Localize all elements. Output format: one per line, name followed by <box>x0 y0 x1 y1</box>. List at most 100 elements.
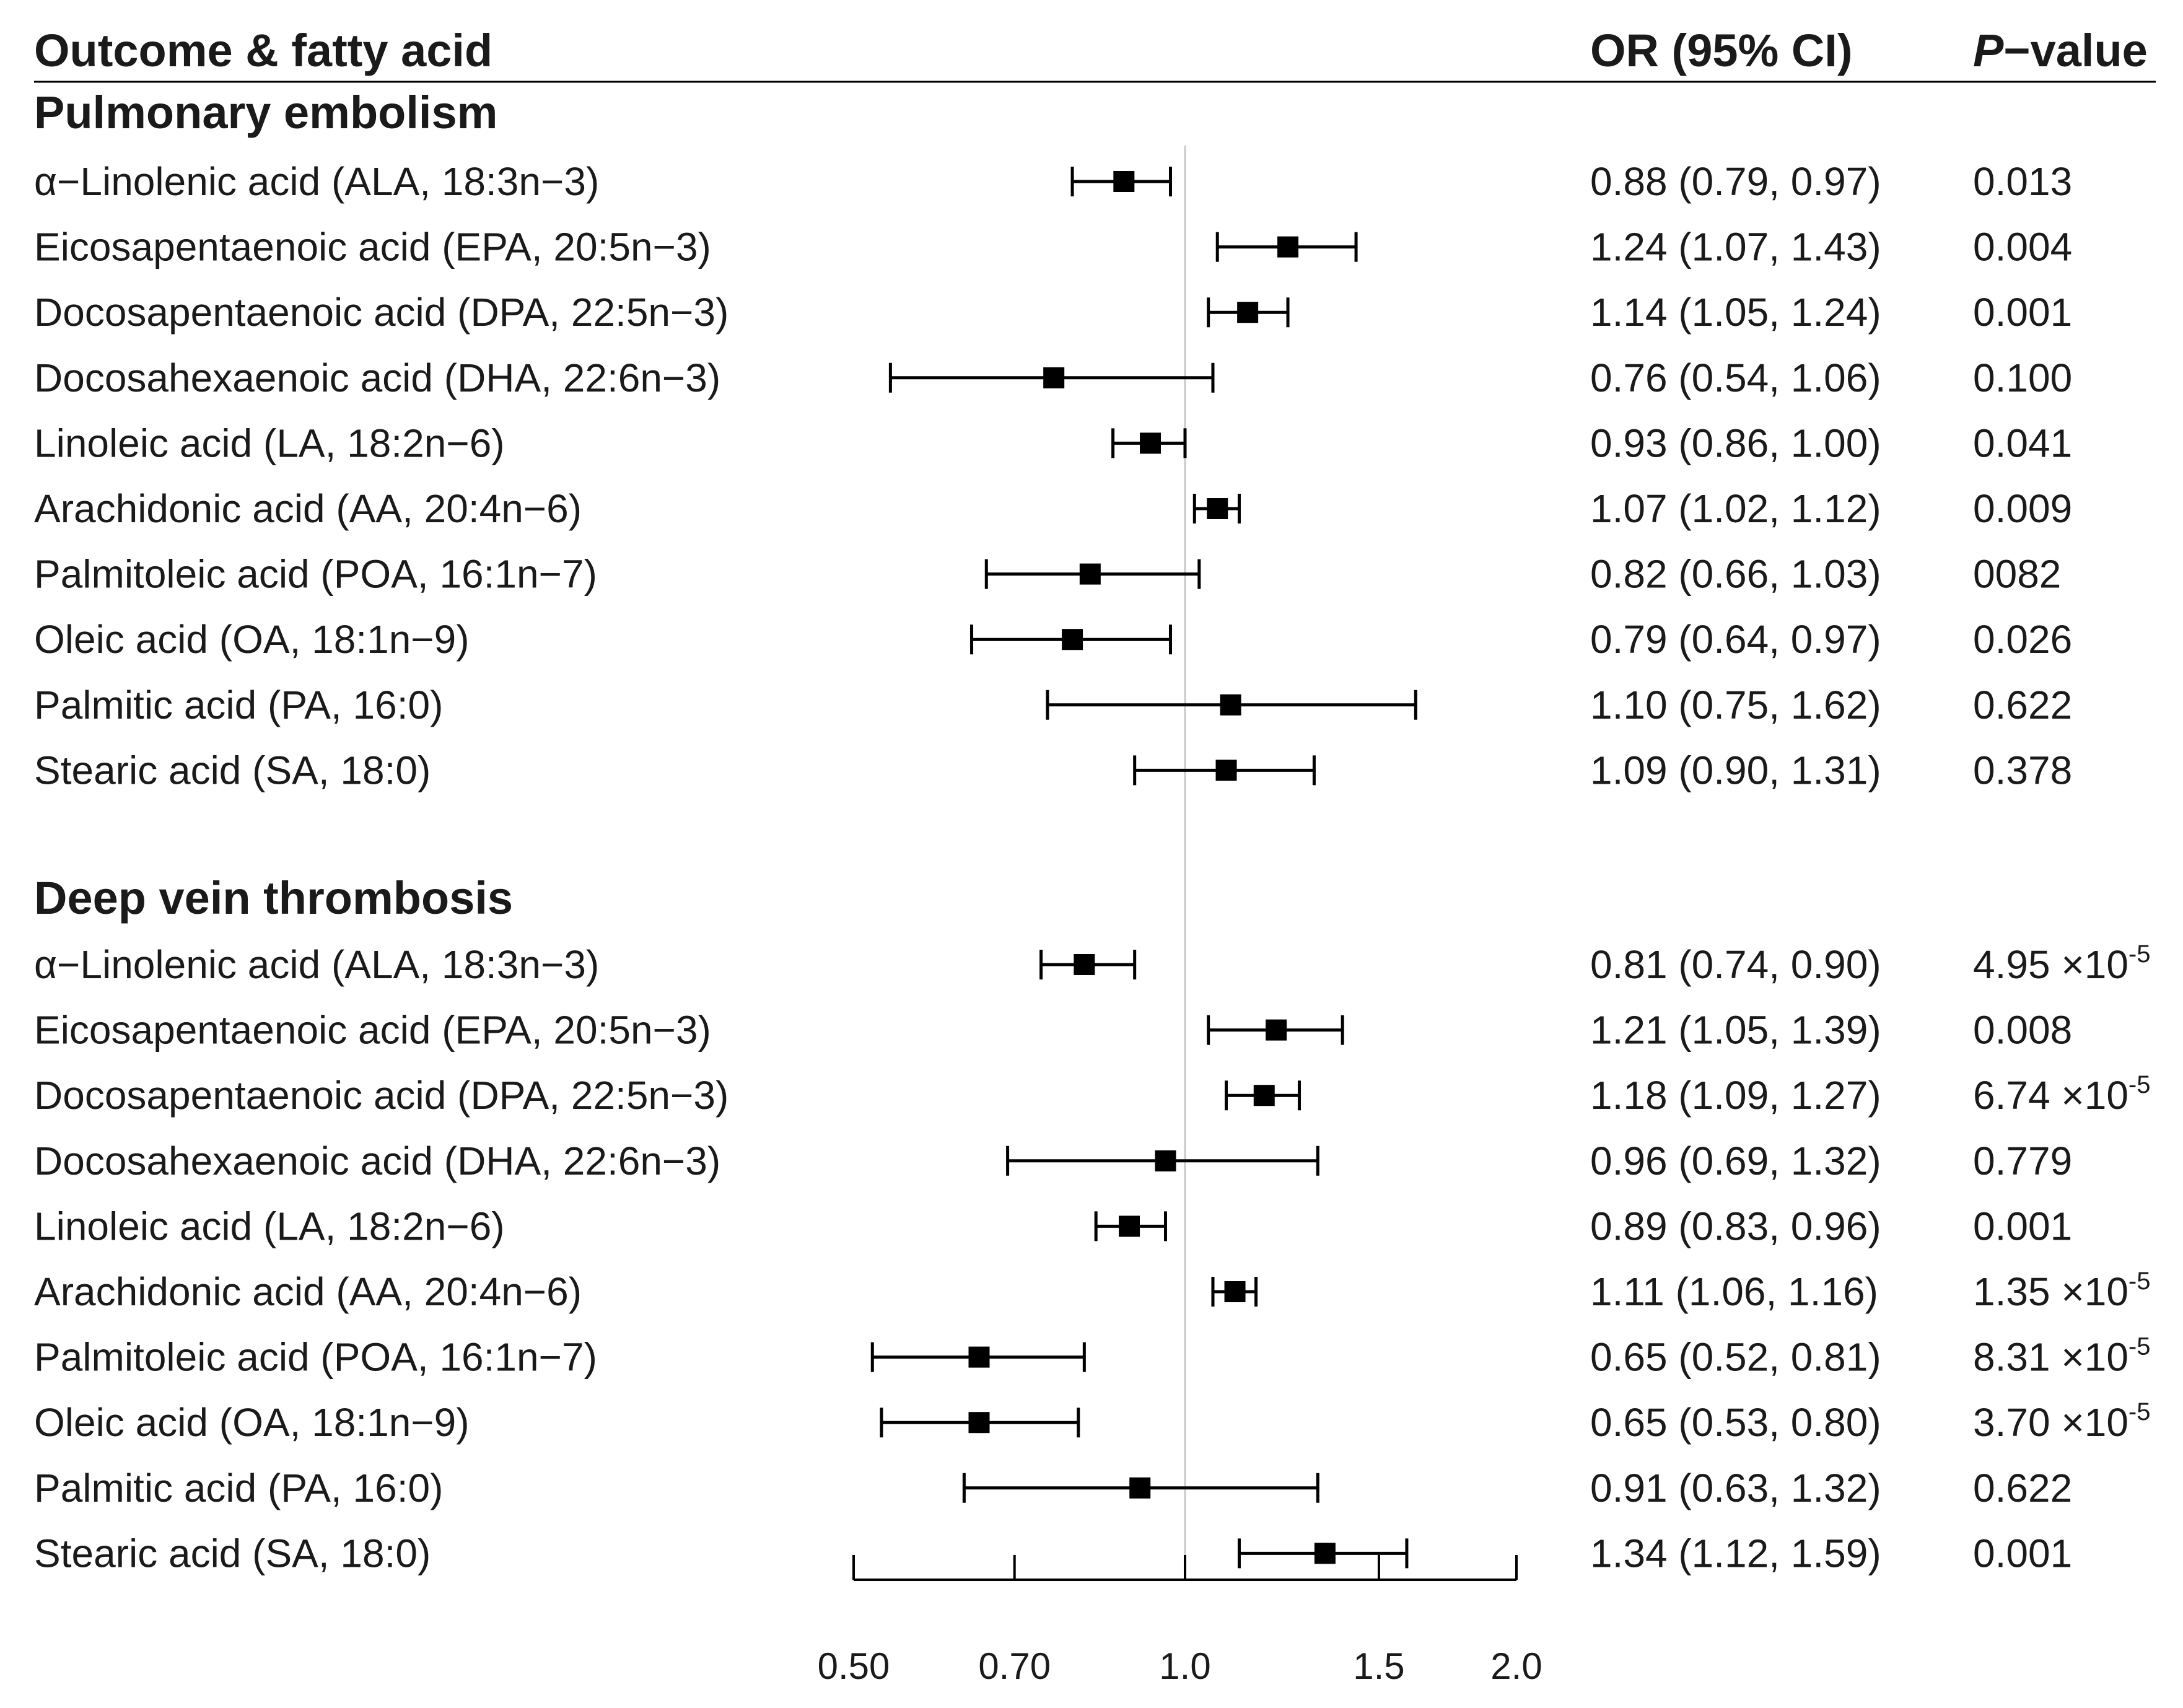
p-value-base: 0082 <box>1973 552 2061 597</box>
p-value-base: 0.100 <box>1973 356 2072 400</box>
or-ci-value: 0.89 (0.83, 0.96) <box>1590 1204 1881 1248</box>
p-value-exponent: -5 <box>2128 1333 2151 1360</box>
p-value: 0.013 <box>1973 159 2072 204</box>
point-estimate <box>1224 1281 1246 1302</box>
or-ci-value: 0.76 (0.54, 1.06) <box>1590 356 1881 400</box>
p-value-base: 3.70 ×10 <box>1973 1400 2128 1445</box>
forest-rows: α−Linolenic acid (ALA, 18:3n−3) 0.88 (0.7… <box>34 159 2150 1575</box>
row-label: α−Linolenic acid (ALA, 18:3n−3) <box>34 942 599 987</box>
point-estimate <box>1119 1215 1140 1237</box>
p-value-base: 1.35 ×10 <box>1973 1269 2128 1314</box>
x-tick-label: 0.50 <box>818 1645 890 1687</box>
p-value: 0.378 <box>1973 748 2072 792</box>
p-value-base: 0.013 <box>1973 159 2072 204</box>
p-value-base: 0.622 <box>1973 683 2072 727</box>
p-value: 0082 <box>1973 552 2061 597</box>
or-ci-value: 1.09 (0.90, 1.31) <box>1590 748 1881 792</box>
row-label: Palmitic acid (PA, 16:0) <box>34 683 443 727</box>
point-estimate <box>1043 367 1065 388</box>
p-value: 4.95 ×10-5 <box>1973 940 2150 987</box>
p-value-base: 0.004 <box>1973 225 2072 269</box>
header-p-value: P−value <box>1973 25 2148 76</box>
p-value-base: 0.622 <box>1973 1466 2072 1510</box>
row-label: α−Linolenic acid (ALA, 18:3n−3) <box>34 159 599 204</box>
header-p-suffix: −value <box>2003 25 2147 76</box>
p-value-base: 0.009 <box>1973 486 2072 531</box>
or-ci-value: 1.11 (1.06, 1.16) <box>1590 1269 1878 1314</box>
row-label: Eicosapentaenoic acid (EPA, 20:5n−3) <box>34 225 711 269</box>
p-value-base: 0.008 <box>1973 1008 2072 1053</box>
p-value-base: 0.026 <box>1973 617 2072 662</box>
p-value: 0.001 <box>1973 1531 2072 1575</box>
point-estimate <box>1155 1150 1176 1172</box>
x-tick-label: 2.0 <box>1490 1645 1542 1687</box>
row-label: Docosapentaenoic acid (DPA, 22:5n−3) <box>34 290 728 335</box>
or-ci-value: 1.24 (1.07, 1.43) <box>1590 225 1881 269</box>
p-value: 8.31 ×10-5 <box>1973 1333 2150 1380</box>
or-ci-value: 0.65 (0.53, 0.80) <box>1590 1400 1881 1445</box>
p-value: 0.008 <box>1973 1008 2072 1053</box>
p-value: 0.001 <box>1973 1204 2072 1248</box>
or-ci-value: 0.88 (0.79, 0.97) <box>1590 159 1881 204</box>
header-or-ci: OR (95% CI) <box>1590 25 1853 76</box>
p-value-base: 0.378 <box>1973 748 2072 792</box>
row-label: Docosahexaenoic acid (DHA, 22:6n−3) <box>34 1139 720 1183</box>
x-tick-label: 0.70 <box>978 1645 1051 1687</box>
row-label: Docosahexaenoic acid (DHA, 22:6n−3) <box>34 356 720 400</box>
or-ci-value: 0.96 (0.69, 1.32) <box>1590 1139 1881 1183</box>
or-ci-value: 1.21 (1.05, 1.39) <box>1590 1008 1881 1053</box>
p-value: 6.74 ×10-5 <box>1973 1071 2150 1118</box>
p-value: 0.001 <box>1973 290 2072 335</box>
or-ci-value: 1.07 (1.02, 1.12) <box>1590 486 1881 531</box>
header-outcome-label: Outcome & fatty acid <box>34 25 492 76</box>
p-value: 3.70 ×10-5 <box>1973 1398 2150 1445</box>
p-value: 0.779 <box>1973 1139 2072 1183</box>
p-value-exponent: -5 <box>2128 940 2151 968</box>
or-ci-value: 1.34 (1.12, 1.59) <box>1590 1531 1881 1575</box>
point-estimate <box>1129 1477 1151 1499</box>
row-label: Linoleic acid (LA, 18:2n−6) <box>34 421 505 465</box>
p-value: 0.622 <box>1973 1466 2072 1510</box>
point-estimate <box>1215 760 1237 781</box>
p-value: 0.026 <box>1973 617 2072 662</box>
point-estimate <box>1113 171 1135 192</box>
header-p-italic: P <box>1973 25 2004 76</box>
point-estimate <box>1266 1019 1287 1041</box>
point-estimate <box>1074 954 1095 975</box>
p-value-base: 0.041 <box>1973 421 2072 465</box>
p-value-base: 0.001 <box>1973 1531 2072 1575</box>
p-value-base: 4.95 ×10 <box>1973 942 2128 987</box>
row-label: Oleic acid (OA, 18:1n−9) <box>34 1400 470 1445</box>
row-label: Stearic acid (SA, 18:0) <box>34 1531 431 1575</box>
x-tick-label: 1.0 <box>1159 1645 1210 1687</box>
section-title-pulmonary-embolism: Pulmonary embolism <box>34 87 497 138</box>
row-label: Arachidonic acid (AA, 20:4n−6) <box>34 486 582 531</box>
point-estimate <box>968 1346 990 1368</box>
point-estimate <box>1277 236 1299 258</box>
p-value-base: 0.001 <box>1973 290 2072 335</box>
p-value: 1.35 ×10-5 <box>1973 1268 2150 1314</box>
row-label: Palmitoleic acid (POA, 16:1n−7) <box>34 552 597 597</box>
point-estimate <box>968 1412 990 1434</box>
point-estimate <box>1139 432 1161 454</box>
point-estimate <box>1314 1543 1336 1564</box>
row-label: Arachidonic acid (AA, 20:4n−6) <box>34 1269 582 1314</box>
p-value-base: 0.779 <box>1973 1139 2072 1183</box>
row-label: Stearic acid (SA, 18:0) <box>34 748 431 792</box>
p-value-base: 8.31 ×10 <box>1973 1335 2128 1380</box>
or-ci-value: 0.82 (0.66, 1.03) <box>1590 552 1881 597</box>
x-tick-label: 1.5 <box>1353 1645 1404 1687</box>
or-ci-value: 0.91 (0.63, 1.32) <box>1590 1466 1881 1510</box>
or-ci-value: 0.93 (0.86, 1.00) <box>1590 421 1881 465</box>
p-value: 0.041 <box>1973 421 2072 465</box>
row-label: Palmitoleic acid (POA, 16:1n−7) <box>34 1335 597 1380</box>
p-value-exponent: -5 <box>2128 1071 2151 1098</box>
or-ci-value: 1.10 (0.75, 1.62) <box>1590 683 1881 727</box>
point-estimate <box>1062 629 1083 650</box>
p-value-exponent: -5 <box>2128 1268 2151 1295</box>
p-value: 0.004 <box>1973 225 2072 269</box>
point-estimate <box>1079 563 1101 585</box>
x-axis: 0.50 0.70 1.0 1.5 2.0 <box>818 1555 1542 1687</box>
p-value: 0.622 <box>1973 683 2072 727</box>
